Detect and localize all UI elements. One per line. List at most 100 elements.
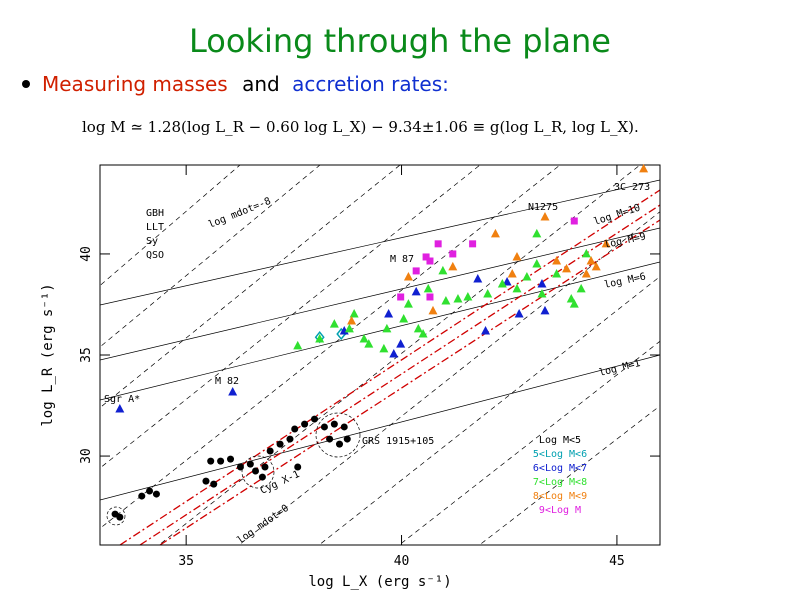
point bbox=[347, 316, 357, 325]
point bbox=[453, 294, 463, 303]
point bbox=[326, 435, 334, 443]
y-tick-label: 40 bbox=[79, 246, 94, 262]
point bbox=[399, 314, 409, 323]
point bbox=[601, 238, 611, 248]
point bbox=[463, 291, 473, 301]
point bbox=[576, 283, 586, 293]
point bbox=[566, 294, 576, 303]
point bbox=[258, 473, 266, 481]
bullet-red: Measuring masses bbox=[42, 72, 228, 96]
point bbox=[441, 296, 451, 305]
circle bbox=[315, 412, 361, 458]
annotation: Cyg X-1 bbox=[259, 469, 302, 497]
dashed-line bbox=[100, 165, 321, 348]
legend-entry: 7<Log M<8 bbox=[533, 477, 587, 488]
point bbox=[228, 386, 238, 396]
point bbox=[537, 288, 547, 298]
legend-entry: 6<Log M<7 bbox=[533, 463, 587, 474]
annotation: log M=9 bbox=[603, 231, 647, 251]
fit-line bbox=[119, 189, 660, 545]
point bbox=[448, 261, 458, 271]
solid-line bbox=[100, 227, 660, 361]
point bbox=[340, 423, 348, 431]
point bbox=[152, 490, 160, 498]
point bbox=[379, 343, 389, 353]
point bbox=[490, 228, 500, 238]
point bbox=[116, 513, 124, 521]
dashed-line bbox=[100, 165, 241, 287]
formula: log M ≃ 1.28(log L_R − 0.60 log L_X) − 9… bbox=[82, 118, 639, 136]
marks bbox=[111, 163, 649, 521]
point bbox=[261, 463, 269, 471]
point bbox=[639, 163, 649, 173]
point bbox=[291, 425, 299, 433]
bullet-dot bbox=[22, 80, 30, 88]
point bbox=[426, 293, 434, 301]
symbol-legend: GBH LLT Sy QSO bbox=[146, 208, 164, 261]
dashed-line bbox=[398, 340, 660, 545]
point bbox=[336, 440, 344, 448]
legend-entry: QSO bbox=[146, 250, 164, 261]
point bbox=[540, 305, 550, 315]
point bbox=[586, 256, 596, 265]
bullet-and: and bbox=[242, 72, 280, 96]
point bbox=[266, 447, 274, 455]
point bbox=[537, 279, 547, 288]
point bbox=[507, 268, 517, 278]
point bbox=[315, 334, 325, 343]
point bbox=[412, 267, 420, 275]
point bbox=[115, 403, 125, 413]
dashed-line bbox=[158, 165, 641, 545]
legend-entry: 5<Log M<6 bbox=[533, 449, 587, 460]
point bbox=[570, 217, 578, 225]
point bbox=[497, 279, 507, 288]
annotation: M 82 bbox=[215, 376, 239, 387]
x-tick-label: 45 bbox=[609, 554, 625, 569]
annotation: log mdot=-8 bbox=[207, 196, 273, 231]
point bbox=[343, 435, 351, 443]
point bbox=[396, 339, 406, 348]
point bbox=[591, 261, 601, 271]
point bbox=[514, 308, 524, 318]
point bbox=[581, 248, 591, 258]
point bbox=[418, 328, 428, 338]
solid-line bbox=[100, 179, 660, 306]
legend-entry: LLT bbox=[146, 222, 164, 233]
point bbox=[301, 420, 309, 428]
point bbox=[413, 323, 423, 333]
point bbox=[397, 293, 405, 301]
point bbox=[276, 440, 284, 448]
point bbox=[562, 263, 572, 273]
legend-entry: 9<Log M bbox=[539, 505, 581, 516]
dashed-line bbox=[238, 211, 660, 545]
point bbox=[481, 325, 491, 335]
point bbox=[252, 467, 260, 475]
point bbox=[349, 308, 359, 318]
mass-lines bbox=[100, 179, 660, 501]
x-axis-label: log L_X (erg s⁻¹) bbox=[308, 574, 451, 590]
model-lines bbox=[100, 165, 660, 545]
point bbox=[473, 274, 483, 283]
annotation: 3C 273 bbox=[614, 182, 650, 193]
point bbox=[438, 265, 448, 275]
point bbox=[217, 457, 225, 465]
point bbox=[330, 420, 338, 428]
point bbox=[422, 253, 430, 261]
point bbox=[522, 271, 532, 281]
point bbox=[569, 299, 579, 308]
mdot-lines bbox=[100, 165, 660, 545]
point bbox=[434, 240, 442, 248]
point bbox=[207, 457, 215, 465]
dashed-line bbox=[318, 276, 660, 545]
point bbox=[311, 415, 319, 423]
point bbox=[364, 339, 374, 348]
point bbox=[469, 240, 477, 248]
solid-line bbox=[100, 261, 660, 401]
point bbox=[359, 334, 369, 343]
point bbox=[426, 257, 434, 265]
point bbox=[552, 256, 562, 265]
point bbox=[403, 271, 413, 281]
y-tick-label: 35 bbox=[79, 347, 94, 363]
bullet-blue: accretion rates: bbox=[292, 72, 449, 96]
